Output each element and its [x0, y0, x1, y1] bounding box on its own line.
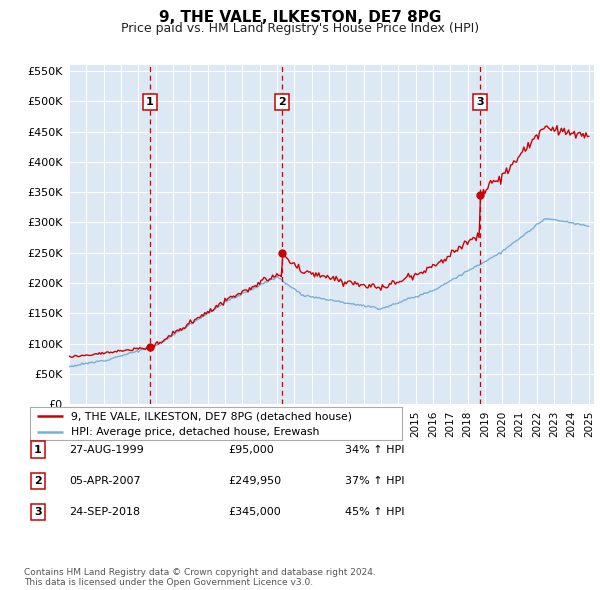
Text: 9, THE VALE, ILKESTON, DE7 8PG: 9, THE VALE, ILKESTON, DE7 8PG: [159, 10, 441, 25]
Text: 1: 1: [34, 445, 41, 454]
Text: £249,950: £249,950: [228, 476, 281, 486]
Text: 37% ↑ HPI: 37% ↑ HPI: [345, 476, 404, 486]
Text: 2: 2: [278, 97, 286, 107]
Text: 3: 3: [476, 97, 484, 107]
Text: Contains HM Land Registry data © Crown copyright and database right 2024.
This d: Contains HM Land Registry data © Crown c…: [24, 568, 376, 587]
Text: £345,000: £345,000: [228, 507, 281, 517]
Text: 3: 3: [34, 507, 41, 517]
Text: 05-APR-2007: 05-APR-2007: [69, 476, 140, 486]
Text: 34% ↑ HPI: 34% ↑ HPI: [345, 445, 404, 454]
Text: 9, THE VALE, ILKESTON, DE7 8PG (detached house): 9, THE VALE, ILKESTON, DE7 8PG (detached…: [71, 411, 352, 421]
Text: 24-SEP-2018: 24-SEP-2018: [69, 507, 140, 517]
Text: 1: 1: [146, 97, 154, 107]
Text: HPI: Average price, detached house, Erewash: HPI: Average price, detached house, Erew…: [71, 427, 319, 437]
Text: £95,000: £95,000: [228, 445, 274, 454]
Text: Price paid vs. HM Land Registry's House Price Index (HPI): Price paid vs. HM Land Registry's House …: [121, 22, 479, 35]
Text: 2: 2: [34, 476, 41, 486]
Text: 27-AUG-1999: 27-AUG-1999: [69, 445, 144, 454]
Text: 45% ↑ HPI: 45% ↑ HPI: [345, 507, 404, 517]
